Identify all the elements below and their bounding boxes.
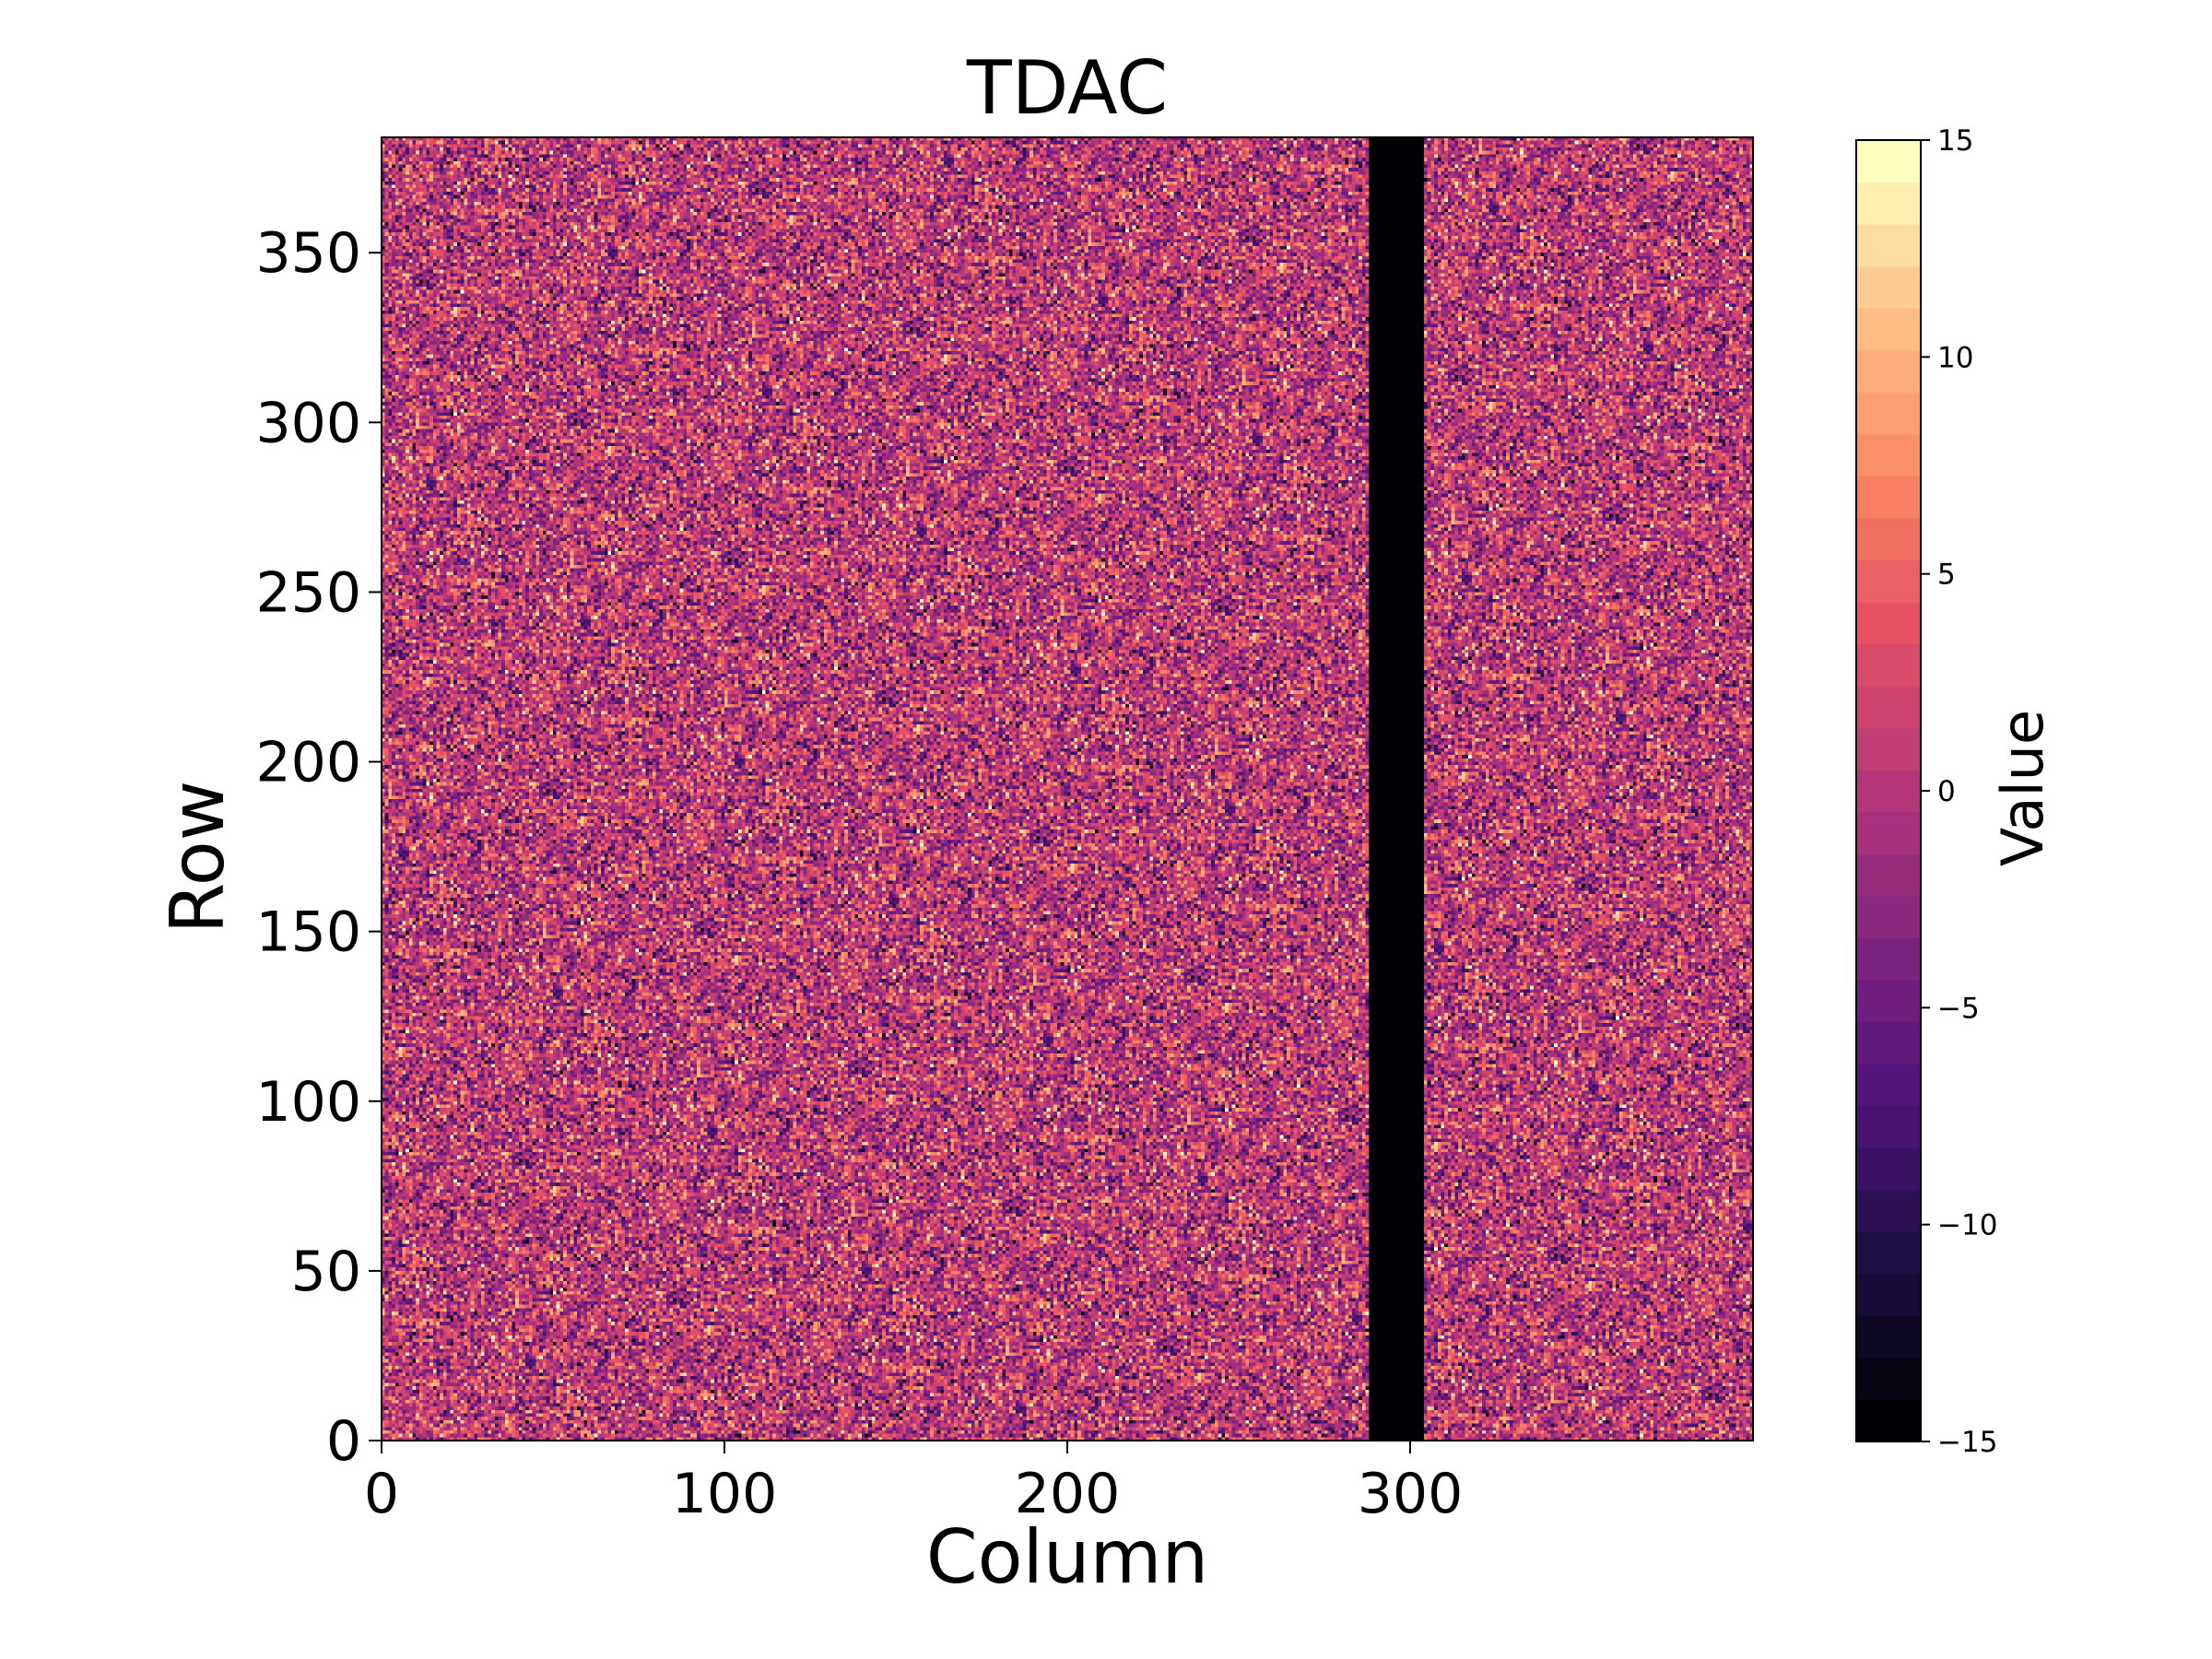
colorbar-level (1856, 1273, 1921, 1316)
colorbar-level (1856, 476, 1921, 519)
y-tick-label: 100 (255, 1070, 361, 1135)
colorbar-tick-label: 0 (1937, 775, 1956, 808)
colorbar: −15 −10 −5 0 5 10 15 (1855, 124, 1997, 1459)
colorbar-level (1856, 602, 1921, 645)
colorbar-level (1856, 1147, 1921, 1191)
colorbar-level (1856, 811, 1921, 854)
y-tick-label: 250 (255, 560, 361, 625)
x-axis-ticks: 0 100 200 300 (364, 1441, 1463, 1526)
colorbar-level (1856, 224, 1921, 267)
y-tick-label: 0 (326, 1409, 361, 1474)
colorbar-level (1856, 1231, 1921, 1275)
heatmap-cells (382, 137, 1753, 1441)
colorbar-level (1856, 1399, 1921, 1442)
colorbar-level (1856, 349, 1921, 393)
colorbar-level (1856, 937, 1921, 981)
colorbar-level (1856, 392, 1921, 435)
colorbar-level (1856, 1064, 1921, 1107)
y-tick-label: 350 (255, 221, 361, 286)
y-axis-ticks: 0 50 100 150 200 250 300 350 (255, 221, 382, 1474)
colorbar-level (1856, 643, 1921, 687)
colorbar-level (1856, 686, 1921, 729)
y-tick-label: 300 (255, 391, 361, 455)
colorbar-tick-label: −15 (1937, 1426, 1997, 1459)
x-tick-label: 100 (672, 1462, 778, 1526)
colorbar-level (1856, 559, 1921, 603)
colorbar-level (1856, 265, 1921, 309)
x-tick-label: 200 (1015, 1462, 1121, 1526)
colorbar-level (1856, 1315, 1921, 1359)
colorbar-level (1856, 1189, 1921, 1232)
colorbar-level (1856, 979, 1921, 1023)
colorbar-level (1856, 770, 1921, 813)
colorbar-level (1856, 727, 1921, 771)
colorbar-level (1856, 1021, 1921, 1065)
colorbar-level (1856, 895, 1921, 939)
colorbar-level (1856, 1357, 1921, 1401)
colorbar-level (1856, 517, 1921, 561)
colorbar-level (1856, 1105, 1921, 1148)
colorbar-tick-label: 5 (1937, 559, 1956, 592)
y-tick-label: 150 (255, 900, 361, 965)
colorbar-tick-label: −5 (1937, 992, 1980, 1025)
masked-columns-band (1369, 137, 1424, 1441)
x-tick-label: 300 (1358, 1462, 1464, 1526)
colorbar-tick-label: 10 (1937, 341, 1973, 374)
colorbar-tick-label: −10 (1937, 1209, 1997, 1242)
y-tick-label: 50 (291, 1240, 361, 1304)
x-tick-label: 0 (364, 1462, 399, 1526)
colorbar-level (1856, 182, 1921, 225)
colorbar-level (1856, 140, 1921, 183)
colorbar-level (1856, 853, 1921, 897)
heatmap-area (382, 137, 1753, 1441)
colorbar-level (1856, 308, 1921, 351)
chart-title: TDAC (966, 45, 1169, 131)
colorbar-level (1856, 433, 1921, 477)
colorbar-tick-label: 15 (1937, 124, 1973, 158)
x-axis-label: Column (925, 1514, 1209, 1600)
y-tick-label: 200 (255, 731, 361, 795)
